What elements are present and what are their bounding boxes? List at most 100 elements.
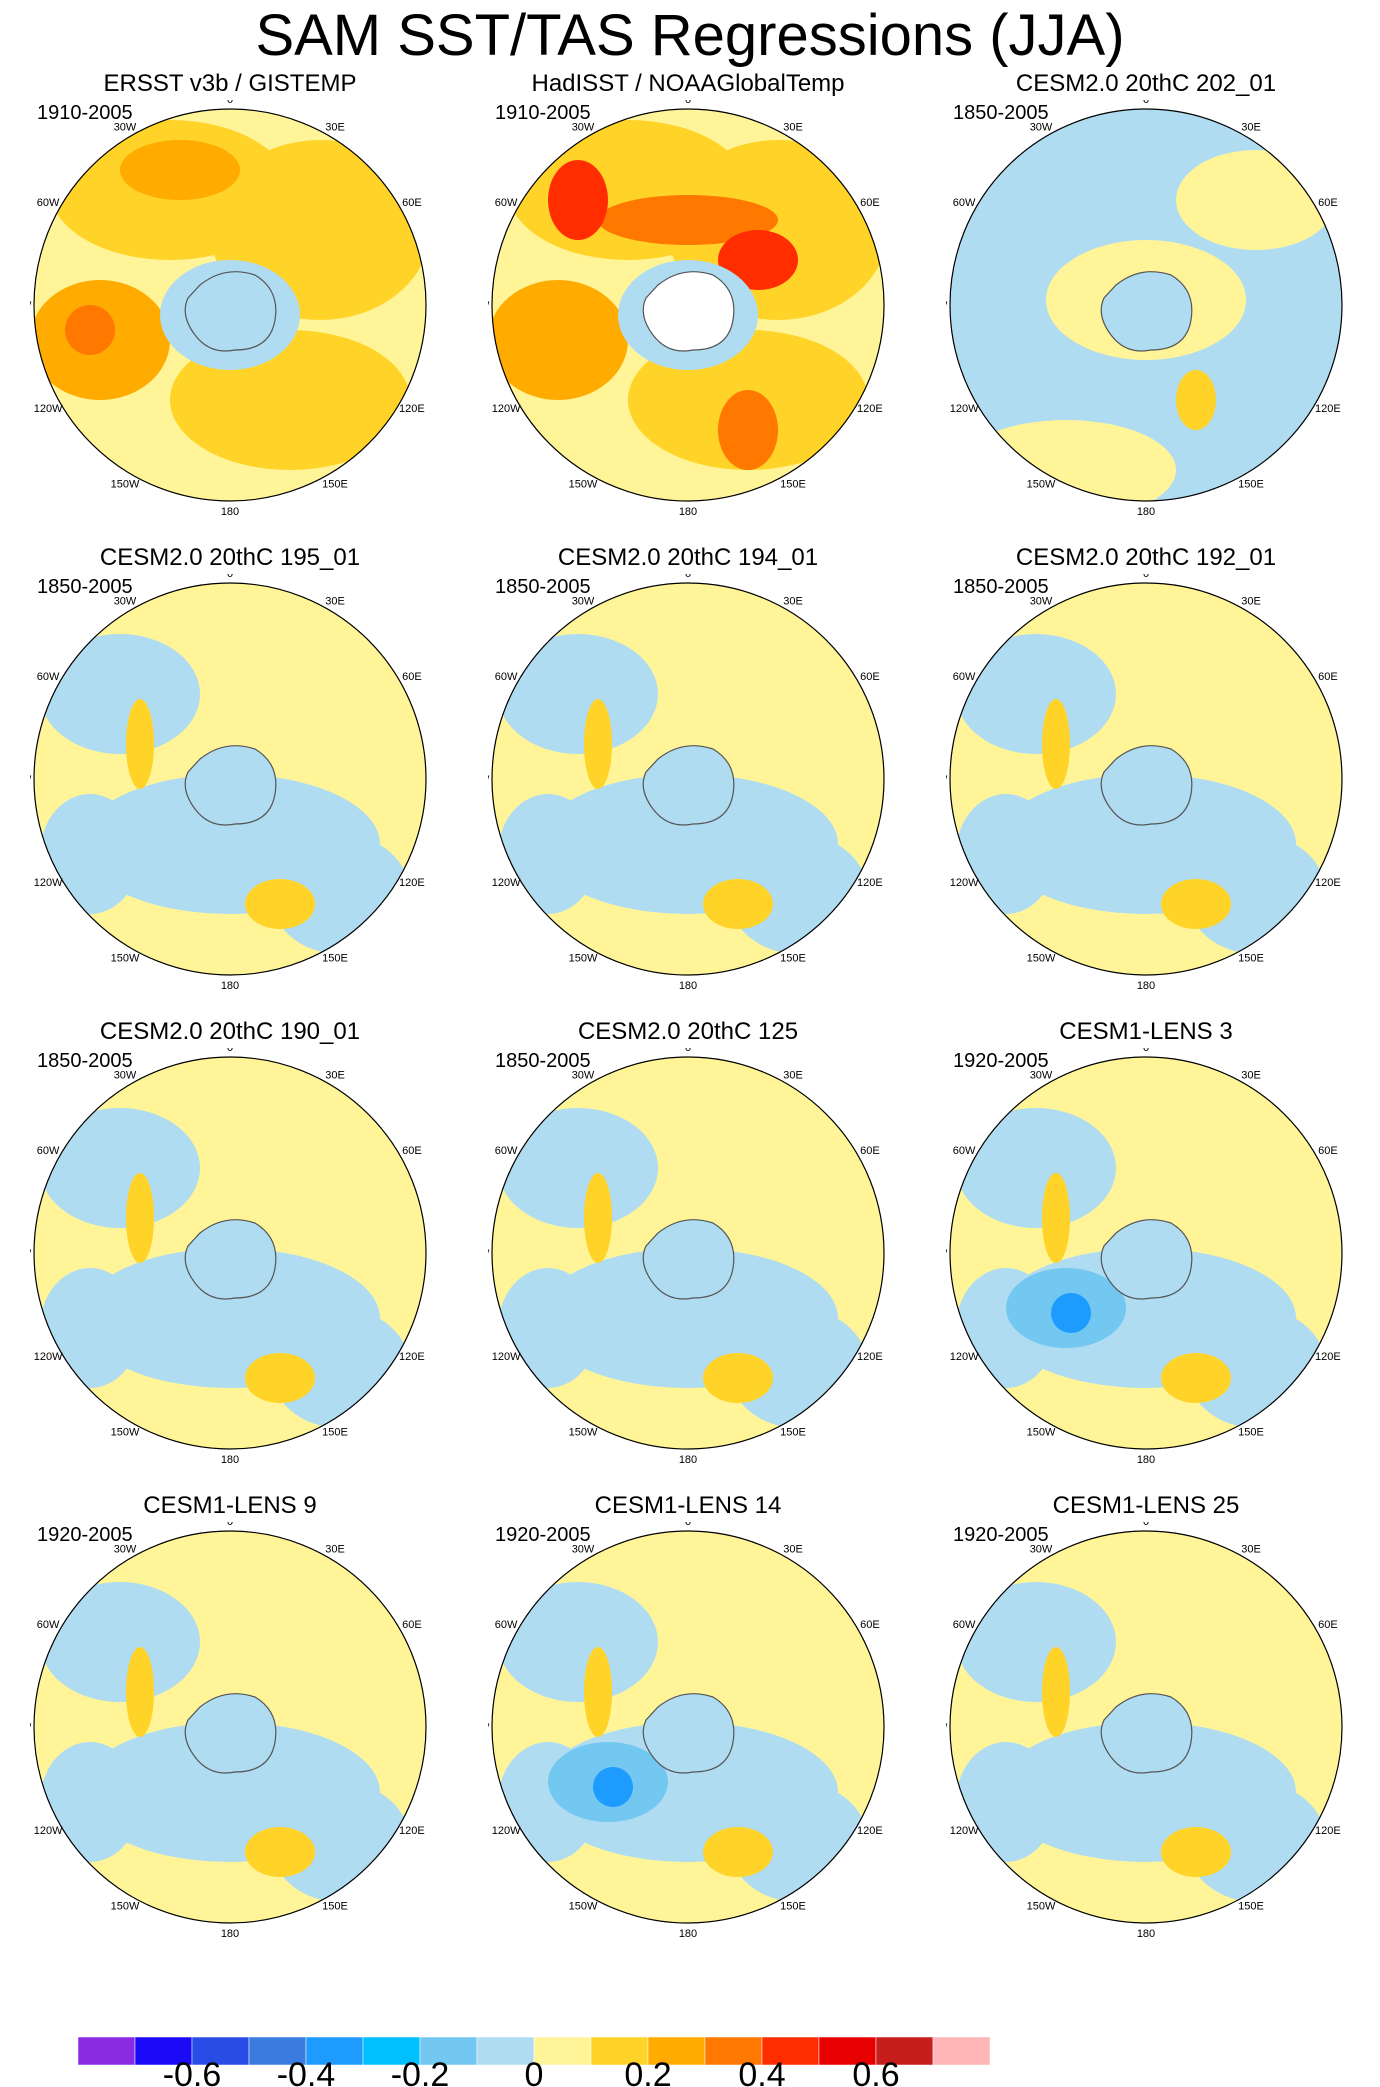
- longitude-label: 120E: [1315, 403, 1341, 415]
- longitude-label: 150E: [780, 1900, 806, 1912]
- longitude-label: 150E: [322, 1900, 348, 1912]
- colorbar-tick-label: 0.6: [852, 2056, 899, 2087]
- longitude-label: 150W: [569, 1426, 598, 1438]
- longitude-label: 0: [1143, 574, 1149, 580]
- longitude-label: 30E: [325, 122, 345, 134]
- warm-anomaly: [584, 1173, 612, 1263]
- longitude-label: 150W: [1027, 478, 1056, 490]
- warm-anomaly: [1161, 1353, 1231, 1403]
- longitude-label: 120W: [950, 1351, 979, 1363]
- warm-anomaly: [245, 1353, 315, 1403]
- cool-anomaly: [498, 1582, 658, 1702]
- map-boundary: [491, 108, 885, 502]
- longitude-label: 90W: [488, 1248, 490, 1260]
- cool-anomaly: [593, 1767, 633, 1807]
- longitude-label: 180: [221, 1454, 239, 1466]
- longitude-label: 60E: [402, 197, 422, 209]
- panel-title: CESM2.0 20thC 192_01: [1015, 544, 1277, 571]
- colorbar-swatch: [476, 2036, 535, 2066]
- map-panel: CESM1-LENS 251920-2005030E60E90E120E150E…: [916, 1492, 1376, 1967]
- longitude-label: 60E: [860, 671, 880, 683]
- warm-anomaly: [492, 280, 628, 400]
- antarctica-landmass: [642, 1219, 735, 1300]
- warm-anomaly: [718, 390, 778, 470]
- warm-anomaly: [1042, 1173, 1070, 1263]
- longitude-label: 90W: [946, 774, 948, 786]
- longitude-label: 60W: [495, 197, 518, 209]
- cool-anomaly: [498, 1268, 598, 1388]
- longitude-label: 150E: [322, 1426, 348, 1438]
- polar-map: 030E60E90E120E150E180150W120W90W60W30W: [946, 1048, 1343, 1466]
- longitude-label: 120W: [492, 877, 521, 889]
- longitude-label: 120E: [857, 403, 883, 415]
- map-boundary: [949, 108, 1343, 502]
- warm-anomaly: [1161, 1827, 1231, 1877]
- map-panel: CESM2.0 20thC 192_011850-2005030E60E90E1…: [916, 544, 1376, 1019]
- longitude-label: 120W: [34, 1351, 63, 1363]
- longitude-label: 120W: [492, 1351, 521, 1363]
- longitude-label: 30W: [572, 1544, 595, 1556]
- map-boundary: [33, 582, 427, 976]
- longitude-label: 180: [1137, 1928, 1155, 1940]
- map-panel: HadISST / NOAAGlobalTemp 1910-2005 0 30E 60E…: [458, 70, 918, 545]
- longitude-label: 180: [679, 506, 697, 518]
- longitude-label: 0: [1143, 1522, 1149, 1528]
- longitude-label: 30E: [1241, 596, 1261, 608]
- longitude-label: 90W: [30, 1248, 32, 1260]
- panel-title: CESM1-LENS 25: [1052, 1492, 1240, 1519]
- cool-anomaly: [498, 794, 598, 914]
- warm-anomaly: [126, 699, 154, 789]
- warm-anomaly: [1176, 370, 1216, 430]
- longitude-label: 150W: [1027, 1900, 1056, 1912]
- longitude-label: 30E: [325, 596, 345, 608]
- longitude-label: 90W: [30, 774, 32, 786]
- polar-map: 030E60E90E120E150E180150W120W90W60W30W: [488, 1048, 885, 1466]
- colorbar-swatch: [533, 2036, 592, 2066]
- longitude-label: 150E: [780, 1426, 806, 1438]
- colorbar-swatch: [932, 2036, 991, 2066]
- antarctica-landmass: [1100, 745, 1193, 826]
- warm-anomaly: [703, 1827, 773, 1877]
- panel-period: 1920-2005: [953, 1524, 1049, 1546]
- map-boundary: [491, 582, 885, 976]
- colorbar-swatch: [590, 2036, 649, 2066]
- longitude-label: 60E: [860, 1145, 880, 1157]
- colorbar-swatch: [647, 2036, 706, 2066]
- warm-anomaly: [718, 230, 798, 290]
- longitude-label: 30W: [572, 596, 595, 608]
- colorbar-swatch: [191, 2036, 250, 2066]
- longitude-label: 30W: [114, 1070, 137, 1082]
- longitude-label: 30E: [1241, 1544, 1261, 1556]
- longitude-label: 180: [679, 1928, 697, 1940]
- longitude-label: 0: [685, 100, 691, 106]
- warm-anomaly: [120, 140, 240, 200]
- longitude-label: 60E: [1318, 1145, 1338, 1157]
- longitude-label: 0: [685, 574, 691, 580]
- colorbar-swatch: [704, 2036, 763, 2066]
- panel-title: CESM2.0 20thC 194_01: [557, 544, 819, 571]
- longitude-label: 150E: [1238, 478, 1264, 490]
- longitude-label: 150W: [569, 952, 598, 964]
- longitude-label: 60W: [37, 1145, 60, 1157]
- cool-anomaly: [40, 1742, 140, 1862]
- longitude-label: 0: [227, 1048, 233, 1054]
- longitude-label: 150W: [111, 952, 140, 964]
- map-boundary: [33, 1056, 427, 1450]
- longitude-label: 180: [679, 980, 697, 992]
- longitude-label: 30W: [572, 1070, 595, 1082]
- colorbar-swatch: [875, 2036, 934, 2066]
- panel-title: CESM2.0 20thC 202_01: [1015, 70, 1277, 97]
- map-panel: CESM2.0 20thC 1251850-2005030E60E90E120E…: [458, 1018, 918, 1493]
- longitude-label: 0: [1143, 1048, 1149, 1054]
- longitude-label: 150E: [1238, 1900, 1264, 1912]
- longitude-label: 60W: [37, 197, 60, 209]
- antarctica-landmass: [184, 745, 277, 826]
- longitude-label: 60W: [495, 1145, 518, 1157]
- warm-anomaly: [584, 699, 612, 789]
- longitude-label: 150W: [569, 478, 598, 490]
- warm-anomaly: [1161, 879, 1231, 929]
- longitude-label: 120E: [857, 877, 883, 889]
- map-panel: CESM2.0 20thC 190_011850-2005030E60E90E1…: [0, 1018, 460, 1493]
- longitude-label: 60E: [1318, 671, 1338, 683]
- panel-title: ERSST v3b / GISTEMP: [103, 70, 357, 97]
